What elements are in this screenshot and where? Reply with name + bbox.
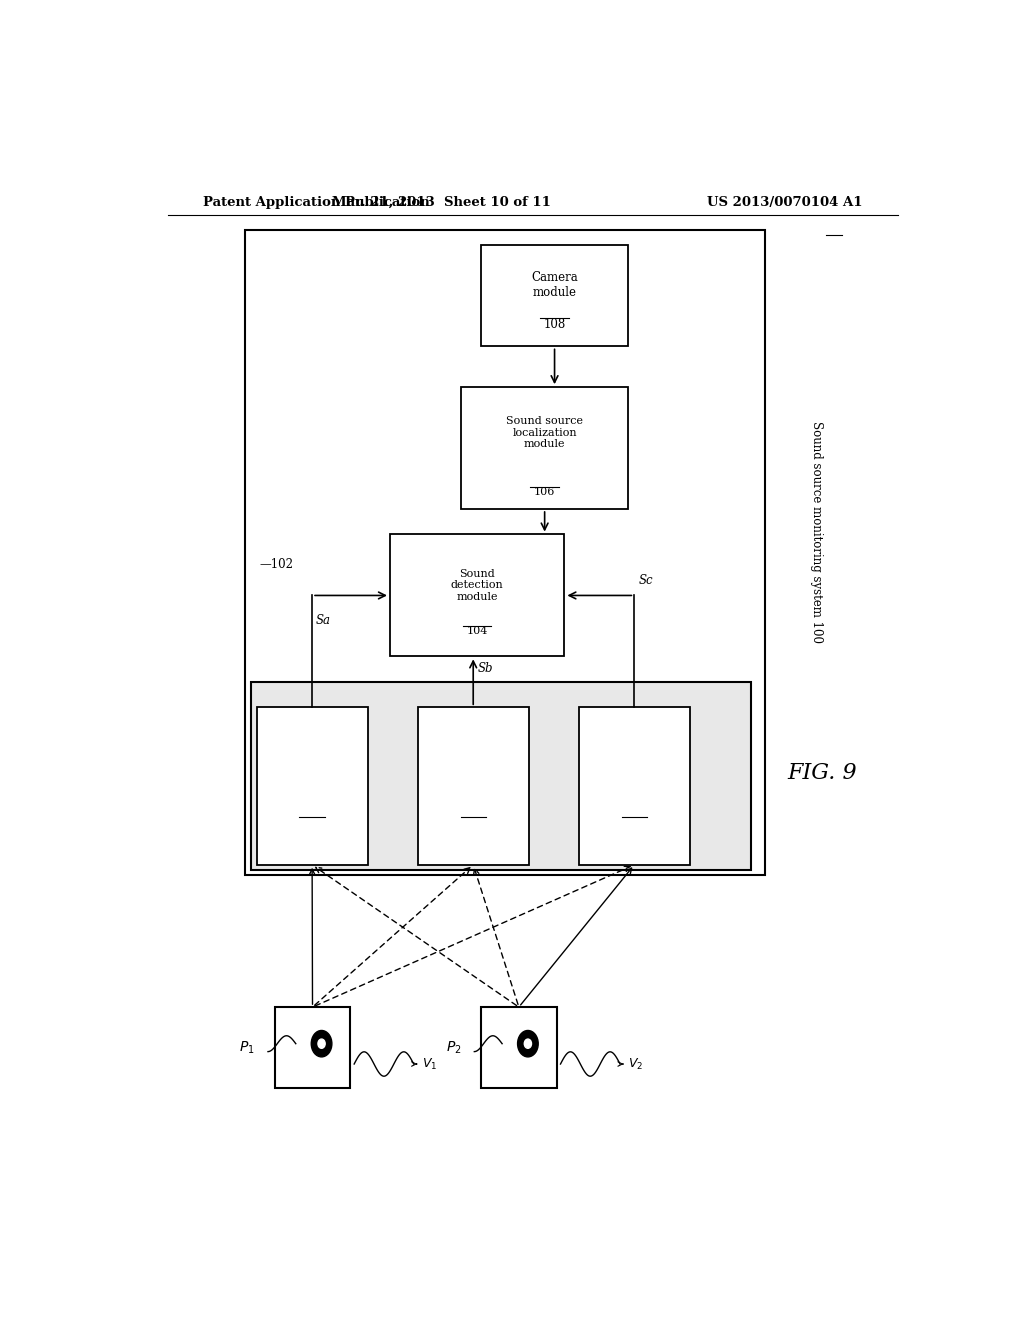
Text: 104: 104 <box>467 626 487 636</box>
Bar <box>246 230 765 875</box>
Circle shape <box>524 1039 531 1048</box>
Bar <box>481 1007 557 1089</box>
Text: $P_2$: $P_2$ <box>445 1040 461 1056</box>
Text: $P_1$: $P_1$ <box>240 1040 255 1056</box>
Text: FIG. 9: FIG. 9 <box>787 763 857 784</box>
Circle shape <box>517 1031 539 1057</box>
Circle shape <box>317 1039 326 1048</box>
Bar <box>251 682 751 870</box>
Text: 50b: 50b <box>463 817 483 826</box>
Text: $V_2$: $V_2$ <box>628 1056 643 1072</box>
Text: Sound
receiving
unit: Sound receiving unit <box>447 758 499 791</box>
Bar <box>481 244 628 346</box>
Bar <box>274 1007 350 1089</box>
Circle shape <box>311 1031 332 1057</box>
Text: 108: 108 <box>544 318 565 331</box>
Bar <box>461 387 628 510</box>
Text: US 2013/0070104 A1: US 2013/0070104 A1 <box>708 195 863 209</box>
Text: 50c: 50c <box>625 817 644 826</box>
Text: 106: 106 <box>534 487 555 496</box>
Text: Camera
module: Camera module <box>531 272 578 300</box>
Text: $V_1$: $V_1$ <box>422 1056 437 1072</box>
Text: Sound source monitoring system 100: Sound source monitoring system 100 <box>810 421 823 643</box>
Bar <box>579 708 690 865</box>
Text: Mar. 21, 2013  Sheet 10 of 11: Mar. 21, 2013 Sheet 10 of 11 <box>332 195 551 209</box>
Text: Patent Application Publication: Patent Application Publication <box>204 195 430 209</box>
Text: 50a: 50a <box>302 817 323 826</box>
Text: Sound
receiving
unit: Sound receiving unit <box>287 758 338 791</box>
Bar <box>390 535 564 656</box>
Bar <box>418 708 528 865</box>
Bar <box>257 708 368 865</box>
Text: Sound source
localization
module: Sound source localization module <box>506 416 583 449</box>
Text: Sc: Sc <box>638 574 653 587</box>
Text: Sound
detection
module: Sound detection module <box>451 569 504 602</box>
Text: Sb: Sb <box>477 661 493 675</box>
Text: Sa: Sa <box>316 614 331 627</box>
Text: Sound
receiving
unit: Sound receiving unit <box>609 758 659 791</box>
Text: —102: —102 <box>260 558 294 572</box>
